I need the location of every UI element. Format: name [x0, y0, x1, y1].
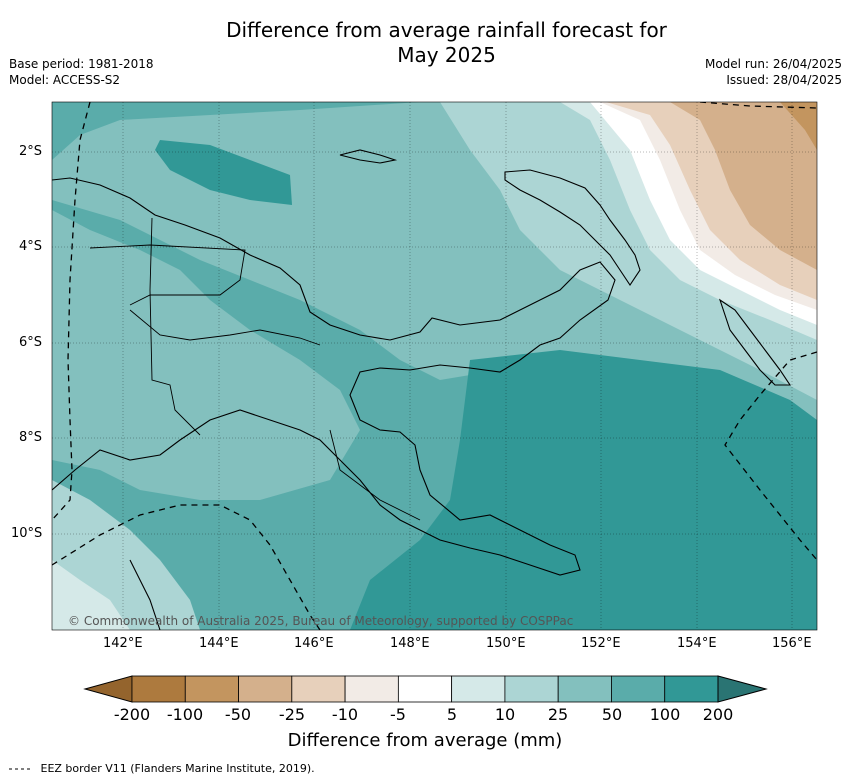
- colorbar-segment: [131, 675, 186, 703]
- colorbar-segment: [557, 675, 612, 703]
- colorbar-segment: [344, 675, 399, 703]
- lon-tick: 142°E: [103, 636, 143, 651]
- band-50-100-north: [155, 140, 292, 205]
- map-frame: [51, 101, 818, 631]
- provincial-borders: [89, 217, 421, 521]
- band-minus25-minus50: [670, 102, 817, 270]
- colorbar-label: -100: [166, 705, 204, 724]
- band-50-100-southeast: [350, 350, 817, 630]
- issued-date: Issued: 28/04/2025: [726, 73, 842, 87]
- lat-tick: 4°S: [19, 239, 43, 254]
- colorbar-label: 100: [649, 705, 681, 724]
- eez-east: [724, 351, 817, 561]
- model-run: Model run: 26/04/2025: [704, 57, 842, 71]
- band-25-50-west: [52, 210, 360, 500]
- rainfall-map: [52, 102, 817, 630]
- colorbar-label: -50: [224, 705, 252, 724]
- base-period: Base period: 1981-2018: [9, 57, 154, 71]
- title-line-1: Difference from average rainfall forecas…: [226, 18, 667, 42]
- colorbar-segment: [504, 675, 559, 703]
- colorbar-label: -10: [331, 705, 359, 724]
- cape-york: [129, 559, 161, 630]
- eez-west: [52, 102, 91, 521]
- manus-island: [339, 149, 398, 164]
- model-name: Model: ACCESS-S2: [9, 73, 121, 87]
- colorbar-title: Difference from average (mm): [287, 730, 563, 751]
- border-south: [329, 429, 421, 521]
- band-5-10-southwest: [52, 560, 130, 630]
- border-west: [149, 217, 201, 436]
- coastlines: [52, 149, 792, 630]
- colorbar-segment: [397, 675, 453, 703]
- new-ireland: [504, 169, 641, 286]
- chart-title: Difference from average rainfall forecas…: [0, 18, 850, 68]
- meta-right: Model run: 26/04/2025 Issued: 28/04/2025: [705, 56, 842, 88]
- colorbar-segment: [184, 675, 239, 703]
- colorbar-label: 10: [494, 705, 516, 724]
- border-central: [129, 309, 321, 346]
- legend-eez-text: EEZ border V11 (Flanders Marine Institut…: [40, 762, 315, 775]
- eez-south: [52, 504, 321, 630]
- title-line-2: May 2025: [397, 43, 496, 67]
- meta-left: Base period: 1981-2018 Model: ACCESS-S2: [9, 56, 154, 88]
- colorbar-label: 5: [446, 705, 458, 724]
- lon-tick: 150°E: [486, 636, 526, 651]
- lat-tick: 8°S: [19, 430, 43, 445]
- colorbar-label: 200: [702, 705, 734, 724]
- bougainville: [718, 298, 792, 386]
- colorbar-segment: [451, 675, 506, 703]
- legend-footer: EEZ border V11 (Flanders Marine Institut…: [9, 762, 315, 775]
- eez-north: [699, 102, 817, 109]
- colorbar-label: 25: [547, 705, 569, 724]
- copyright-notice: © Commonwealth of Australia 2025, Bureau…: [68, 614, 574, 628]
- colorbar-segments: [131, 675, 719, 703]
- lon-tick: 148°E: [390, 636, 430, 651]
- colorbar-label: -25: [278, 705, 306, 724]
- lat-tick: 2°S: [19, 144, 43, 159]
- colorbar-label: -200: [113, 705, 151, 724]
- lon-tick: 152°E: [581, 636, 621, 651]
- colorbar: [83, 675, 768, 703]
- colorbar-under-arrow: [83, 675, 133, 703]
- lat-tick: 10°S: [11, 526, 43, 541]
- colorbar-label: 50: [601, 705, 623, 724]
- lon-tick: 144°E: [199, 636, 239, 651]
- colorbar-segment: [238, 675, 293, 703]
- border-north: [89, 244, 246, 306]
- lon-tick: 156°E: [772, 636, 812, 651]
- gridlines: [52, 102, 817, 630]
- colorbar-over-arrow: [717, 675, 768, 703]
- eez-borders: [52, 102, 817, 630]
- colorbar-label: -5: [390, 705, 406, 724]
- new-guinea-coast: [52, 177, 616, 576]
- lat-tick: 6°S: [19, 335, 43, 350]
- lon-tick: 146°E: [294, 636, 334, 651]
- colorbar-segment: [611, 675, 666, 703]
- lon-tick: 154°E: [677, 636, 717, 651]
- band-minus50-minus100: [780, 102, 817, 150]
- colorbar-segment: [664, 675, 719, 703]
- colorbar-segment: [291, 675, 346, 703]
